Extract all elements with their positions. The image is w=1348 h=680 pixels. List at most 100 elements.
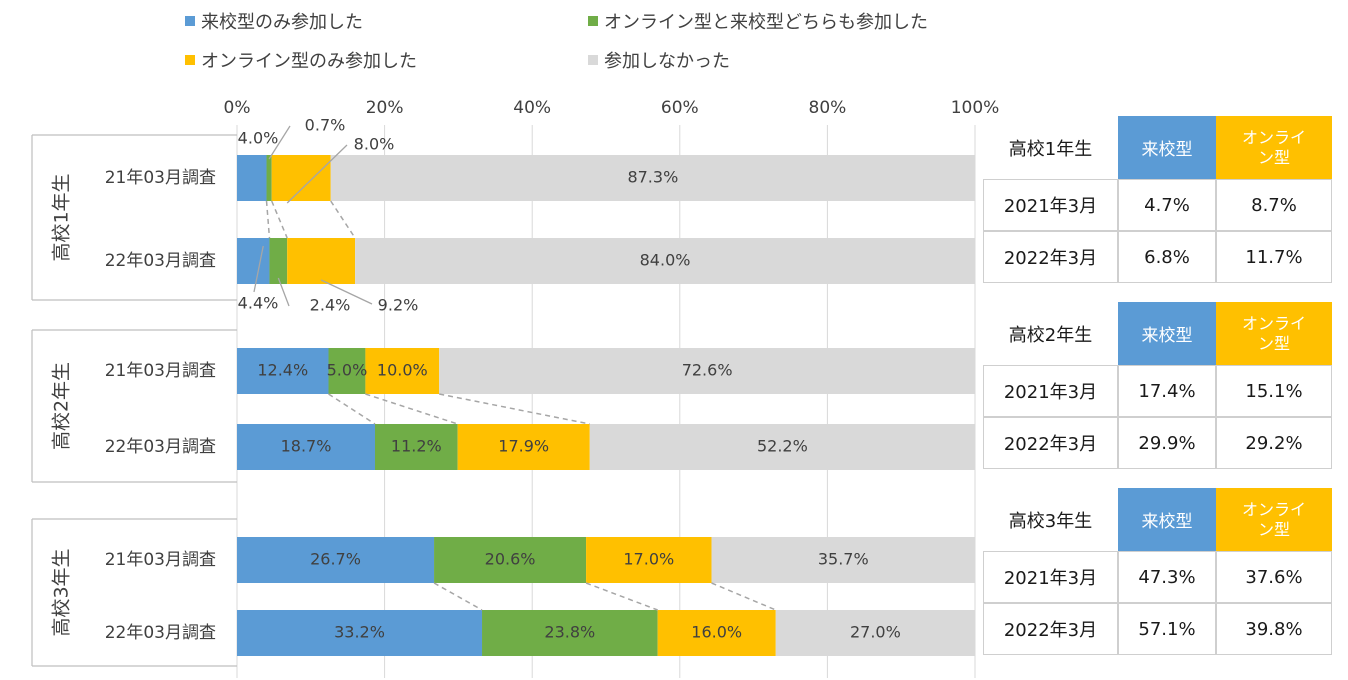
bar-segment <box>355 238 976 284</box>
data-label: 11.2% <box>391 437 442 456</box>
bar-segment <box>711 537 975 583</box>
online-value: 8.7% <box>1251 194 1297 216</box>
category-label: 22年03月調査 <box>105 623 216 643</box>
data-label: 10.0% <box>377 361 428 380</box>
legend: 来校型のみ参加した オンライン型と来校型どちらも参加した オンライン型のみ参加し… <box>0 0 1000 80</box>
data-label: 4.0% <box>238 129 279 148</box>
bar-segment <box>365 348 440 394</box>
campus-value: 6.8% <box>1144 246 1190 268</box>
bar-segment <box>328 348 366 394</box>
legend-swatch <box>588 55 598 65</box>
online-value: 37.6% <box>1245 566 1303 588</box>
connector-line <box>439 393 590 425</box>
table-cell-border <box>1118 551 1216 603</box>
bar-segment <box>657 610 776 656</box>
data-label: 5.0% <box>327 361 368 380</box>
x-tick-label: 80% <box>809 98 847 118</box>
connector-line <box>328 393 376 425</box>
group-label: 高校3年生 <box>51 548 73 636</box>
legend-swatch <box>588 16 598 26</box>
bar-segment <box>439 348 975 394</box>
x-tick-label: 100% <box>951 98 1000 118</box>
data-label: 0.7% <box>305 116 346 135</box>
table-row: 2022年3月 6.8% 11.7% <box>983 231 1332 283</box>
legend-label: オンライン型と来校型どちらも参加した <box>604 12 928 33</box>
table-row: 2021年3月 4.7% 8.7% <box>983 179 1332 231</box>
table-header: 高校1年生 来校型 オンライン型 <box>983 116 1332 179</box>
group-label: 高校1年生 <box>51 173 73 261</box>
legend-swatch <box>185 16 195 26</box>
bar-segment <box>237 238 270 284</box>
data-label: 17.9% <box>498 437 549 456</box>
bar-segment <box>330 155 975 201</box>
table-cell-border <box>1216 231 1332 283</box>
table-cell-border <box>1118 365 1216 417</box>
table-cell-border <box>983 603 1118 655</box>
online-value: 11.7% <box>1245 246 1303 268</box>
data-label: 33.2% <box>334 623 385 642</box>
bar-segment <box>237 424 376 470</box>
data-label: 72.6% <box>682 361 733 380</box>
data-label: 9.2% <box>378 296 419 315</box>
period-cell: 2022年3月 <box>1003 620 1098 641</box>
table-cell-border <box>1118 179 1216 231</box>
legend-item-both: オンライン型と来校型どちらも参加した <box>588 8 928 34</box>
campus-value: 17.4% <box>1138 380 1196 402</box>
table-cell-border <box>1118 417 1216 469</box>
callout-leader <box>277 277 290 307</box>
data-label: 52.2% <box>757 437 808 456</box>
callout-leader <box>268 125 291 160</box>
bar-segment <box>237 537 435 583</box>
table-cell-border <box>983 365 1118 417</box>
period-cell: 2022年3月 <box>1003 434 1098 455</box>
table-row: 2021年3月 17.4% 15.1% <box>983 365 1332 417</box>
bar-segment <box>457 424 590 470</box>
period-cell: 2022年3月 <box>1003 248 1098 269</box>
x-tick-label: 20% <box>366 98 404 118</box>
campus-value: 4.7% <box>1144 194 1190 216</box>
table-cell-border <box>983 551 1118 603</box>
connector-line <box>365 393 458 425</box>
group-bracket <box>31 134 237 301</box>
online-value: 29.2% <box>1245 432 1303 454</box>
bar-segment <box>269 238 288 284</box>
data-label: 12.4% <box>257 361 308 380</box>
group-bracket <box>31 518 237 667</box>
table-row: 2022年3月 57.1% 39.8% <box>983 603 1332 655</box>
data-label: 8.0% <box>354 135 395 154</box>
connector-line <box>433 582 483 611</box>
data-label: 20.6% <box>485 550 536 569</box>
x-tick-label: 40% <box>513 98 551 118</box>
legend-item-campus-only: 来校型のみ参加した <box>185 8 363 34</box>
callout-leader <box>320 279 373 305</box>
campus-value: 47.3% <box>1138 566 1196 588</box>
bar-segment <box>434 537 587 583</box>
table-cell-border <box>983 231 1118 283</box>
table-cell-border <box>1216 417 1332 469</box>
data-label: 4.4% <box>238 294 279 313</box>
table-cell-border <box>1118 231 1216 283</box>
table-cell-border <box>1216 365 1332 417</box>
x-tick-label: 60% <box>661 98 699 118</box>
table-cell-border <box>1216 179 1332 231</box>
bar-segment <box>482 610 658 656</box>
data-label: 18.7% <box>281 437 332 456</box>
connector-line <box>711 582 777 611</box>
campus-value: 29.9% <box>1138 432 1196 454</box>
campus-header: 来校型 <box>1118 488 1216 551</box>
callout-leader <box>253 245 264 293</box>
connector-line <box>265 200 271 239</box>
legend-label: オンライン型のみ参加した <box>201 51 417 72</box>
category-label: 21年03月調査 <box>105 550 216 570</box>
category-label: 21年03月調査 <box>105 168 216 188</box>
legend-item-online-only: オンライン型のみ参加した <box>185 47 417 73</box>
group-bracket <box>31 329 237 483</box>
legend-label: 来校型のみ参加した <box>201 12 363 33</box>
category-label: 22年03月調査 <box>105 251 216 271</box>
group-label: 高校2年生 <box>51 362 73 450</box>
grade-header: 高校1年生 <box>1008 138 1093 160</box>
data-label: 87.3% <box>627 168 678 187</box>
bar-segment <box>375 424 458 470</box>
data-label: 27.0% <box>850 623 901 642</box>
